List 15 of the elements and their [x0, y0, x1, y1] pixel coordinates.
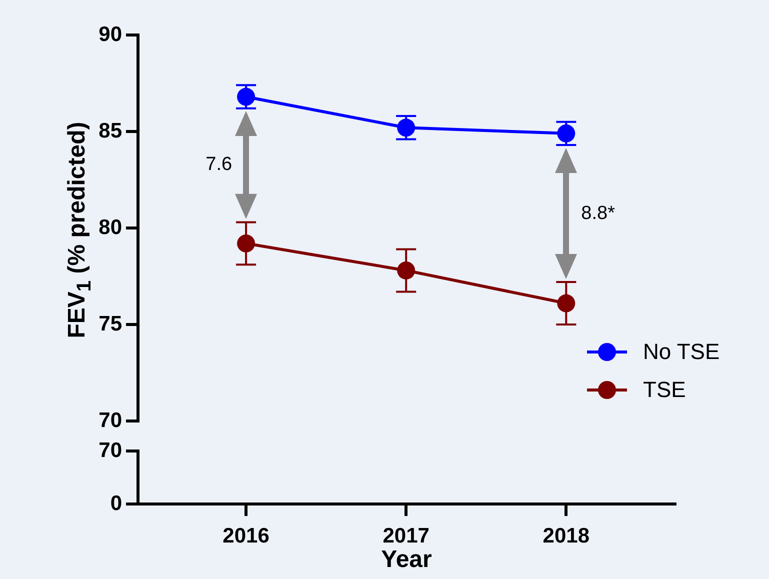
x-axis-title: Year — [381, 546, 432, 574]
annotation: 7.6 — [206, 154, 232, 176]
y-tick-label: 80 — [98, 216, 122, 239]
x-tick-label: 2017 — [382, 524, 430, 548]
y-tick-label: 70 — [98, 408, 122, 432]
y-tick-label: 90 — [98, 22, 122, 46]
legend-label: TSE — [643, 377, 686, 403]
y-tick-label: 0 — [110, 492, 122, 515]
x-tick-label: 2018 — [542, 524, 590, 548]
y-tick-label: 85 — [98, 119, 122, 142]
y-tick-label: 70 — [98, 438, 122, 462]
x-tick-label: 2016 — [222, 524, 270, 548]
legend-label: No TSE — [643, 339, 720, 365]
annotation: 8.8* — [581, 202, 615, 225]
y-tick-label: 75 — [98, 312, 122, 336]
